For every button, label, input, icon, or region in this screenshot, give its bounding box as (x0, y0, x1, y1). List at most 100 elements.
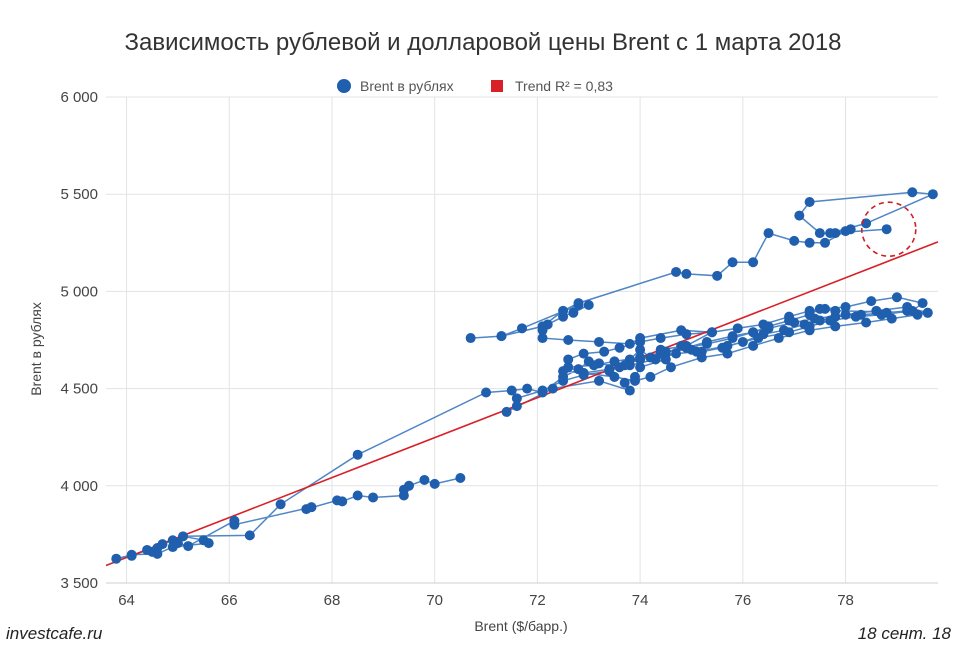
data-point[interactable] (419, 474, 430, 485)
data-point[interactable] (142, 544, 153, 555)
data-point[interactable] (455, 473, 466, 484)
data-point[interactable] (665, 362, 676, 373)
data-point[interactable] (111, 553, 122, 564)
data-point[interactable] (814, 228, 825, 239)
data-point[interactable] (732, 323, 743, 334)
data-point[interactable] (707, 327, 718, 338)
data-point[interactable] (722, 340, 733, 351)
data-point[interactable] (773, 333, 784, 344)
data-point[interactable] (604, 366, 615, 377)
data-point[interactable] (244, 530, 255, 541)
data-point[interactable] (481, 387, 492, 398)
data-point[interactable] (727, 331, 738, 342)
data-point[interactable] (511, 393, 522, 404)
data-point[interactable] (912, 309, 923, 320)
data-point[interactable] (861, 317, 872, 328)
data-point[interactable] (183, 541, 194, 552)
data-point[interactable] (825, 228, 836, 239)
data-point[interactable] (681, 340, 692, 351)
data-point[interactable] (804, 237, 815, 248)
data-point[interactable] (568, 307, 579, 318)
data-point[interactable] (501, 406, 512, 417)
data-point[interactable] (840, 301, 851, 312)
data-point[interactable] (558, 375, 569, 386)
data-point[interactable] (578, 369, 589, 380)
data-point[interactable] (563, 335, 574, 345)
data-point[interactable] (573, 298, 584, 309)
data-point[interactable] (588, 360, 599, 371)
data-point[interactable] (332, 495, 343, 506)
data-point[interactable] (671, 348, 682, 359)
data-point[interactable] (701, 336, 712, 347)
data-point[interactable] (537, 321, 548, 332)
legend[interactable]: Brent в рублях Trend R² = 0,83 (337, 78, 613, 94)
data-point[interactable] (881, 224, 892, 235)
data-point[interactable] (398, 490, 409, 501)
data-point[interactable] (429, 478, 440, 489)
data-point[interactable] (804, 325, 815, 336)
data-point[interactable] (198, 535, 209, 546)
data-point[interactable] (850, 311, 861, 322)
data-point[interactable] (152, 548, 163, 559)
data-point[interactable] (635, 333, 646, 344)
data-point[interactable] (635, 344, 646, 355)
data-point[interactable] (737, 336, 748, 347)
data-point[interactable] (748, 340, 759, 351)
data-point[interactable] (619, 360, 630, 371)
data-point[interactable] (676, 325, 687, 336)
data-point[interactable] (804, 196, 815, 207)
data-point[interactable] (126, 549, 137, 560)
data-point[interactable] (655, 344, 666, 355)
data-point[interactable] (763, 228, 774, 239)
data-point[interactable] (563, 354, 574, 365)
data-point[interactable] (609, 356, 620, 367)
data-point[interactable] (537, 333, 548, 344)
data-point[interactable] (465, 333, 476, 344)
data-point[interactable] (727, 257, 738, 268)
data-point[interactable] (722, 348, 733, 359)
data-point[interactable] (748, 327, 759, 338)
data-point[interactable] (645, 371, 656, 382)
data-point[interactable] (629, 371, 640, 382)
data-point[interactable] (522, 383, 533, 394)
data-point[interactable] (619, 377, 630, 388)
data-point[interactable] (922, 307, 933, 318)
data-point[interactable] (517, 323, 527, 334)
data-point[interactable] (804, 309, 815, 320)
data-point[interactable] (547, 383, 558, 394)
data-point[interactable] (917, 298, 928, 309)
data-point[interactable] (599, 346, 610, 357)
data-point[interactable] (655, 333, 666, 344)
data-point[interactable] (558, 305, 569, 316)
data-point[interactable] (506, 385, 517, 396)
data-point[interactable] (886, 313, 897, 324)
data-point[interactable] (578, 348, 589, 359)
data-point[interactable] (789, 235, 800, 246)
data-point[interactable] (748, 257, 759, 268)
data-point[interactable] (368, 492, 379, 503)
data-point[interactable] (681, 268, 692, 279)
data-point[interactable] (537, 385, 548, 396)
data-point[interactable] (891, 292, 902, 303)
data-point[interactable] (763, 321, 774, 332)
data-point[interactable] (614, 342, 625, 353)
data-point[interactable] (558, 366, 569, 377)
data-point[interactable] (624, 338, 635, 349)
data-point[interactable] (866, 296, 877, 307)
data-point[interactable] (794, 210, 805, 221)
data-point[interactable] (784, 327, 795, 338)
data-point[interactable] (696, 352, 707, 363)
data-point[interactable] (830, 321, 841, 332)
data-point[interactable] (830, 305, 841, 316)
data-point[interactable] (306, 502, 317, 513)
data-point[interactable] (583, 300, 594, 311)
data-point[interactable] (594, 336, 605, 347)
data-point[interactable] (876, 309, 887, 320)
source-label[interactable]: investcafe.ru (6, 624, 103, 643)
data-point[interactable] (635, 354, 646, 365)
data-point[interactable] (820, 237, 831, 248)
data-point[interactable] (511, 401, 522, 412)
data-point[interactable] (594, 375, 605, 386)
data-point[interactable] (352, 490, 363, 501)
data-point[interactable] (275, 499, 286, 510)
